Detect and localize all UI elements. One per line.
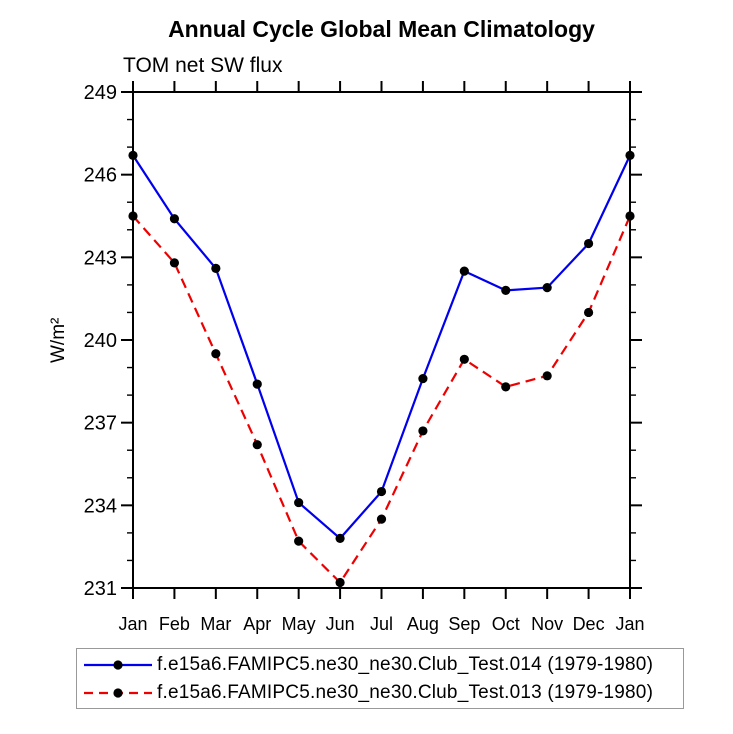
x-tick-label: May [282, 614, 316, 634]
data-point-marker [252, 440, 262, 450]
legend: f.e15a6.FAMIPC5.ne30_ne30.Club_Test.014 … [76, 648, 684, 709]
data-point-marker [128, 211, 138, 221]
legend-label: f.e15a6.FAMIPC5.ne30_ne30.Club_Test.013 … [157, 681, 654, 703]
x-tick-label: Aug [407, 614, 439, 634]
x-tick-label: Jun [326, 614, 355, 634]
y-tick-label: 243 [84, 247, 117, 269]
x-tick-label: Apr [243, 614, 271, 634]
x-tick-label: Sep [448, 614, 480, 634]
data-point-marker [294, 497, 304, 508]
data-point-marker [625, 211, 635, 221]
data-point-marker [501, 382, 511, 392]
legend-line-sample-solid [84, 659, 152, 670]
data-point-marker [376, 514, 387, 524]
data-point-marker [583, 238, 594, 249]
x-tick-label: Oct [492, 614, 520, 634]
data-point-marker [542, 371, 552, 381]
legend-item: f.e15a6.FAMIPC5.ne30_ne30.Club_Test.013 … [81, 679, 683, 707]
data-point-marker [211, 263, 221, 273]
y-tick-label: 240 [84, 330, 117, 352]
x-tick-label: Jul [370, 614, 393, 634]
data-point-marker [335, 533, 345, 544]
legend-label: f.e15a6.FAMIPC5.ne30_ne30.Club_Test.014 … [157, 653, 654, 675]
data-point-marker [418, 426, 428, 436]
data-point-marker [418, 373, 428, 384]
chart-subtitle: TOM net SW flux [123, 54, 283, 77]
data-point-marker [376, 486, 387, 497]
x-tick-label: Mar [200, 614, 231, 634]
data-point-marker [583, 307, 594, 318]
legend-item: f.e15a6.FAMIPC5.ne30_ne30.Club_Test.014 … [81, 651, 683, 679]
data-point-marker [335, 577, 345, 588]
data-point-marker [459, 354, 469, 364]
series-line-0 [132, 154, 631, 540]
data-point-marker [542, 283, 552, 293]
data-point-marker [625, 150, 635, 160]
chart-title: Annual Cycle Global Mean Climatology [168, 16, 595, 42]
data-point-marker [128, 150, 138, 160]
x-tick-label: Dec [573, 614, 605, 634]
data-point-marker [169, 258, 180, 268]
legend-line-sample-dashed [84, 687, 152, 698]
series-line-1 [132, 215, 632, 585]
data-point-marker [252, 379, 262, 389]
x-tick-label: Jan [615, 614, 644, 634]
x-tick-label: Jan [118, 614, 147, 634]
data-point-marker [459, 266, 469, 276]
data-point-marker [211, 349, 221, 359]
y-tick-label: 246 [84, 165, 117, 187]
plot-frame [132, 91, 631, 589]
y-tick-label: 249 [84, 82, 117, 104]
y-tick-label: 237 [84, 413, 117, 435]
data-point-marker [501, 285, 511, 295]
data-point-marker [294, 536, 304, 546]
y-tick-label: 234 [84, 495, 117, 517]
data-point-marker [169, 214, 180, 224]
x-tick-label: Feb [159, 614, 190, 634]
x-tick-label: Nov [531, 614, 563, 634]
y-tick-label: 231 [84, 578, 117, 600]
